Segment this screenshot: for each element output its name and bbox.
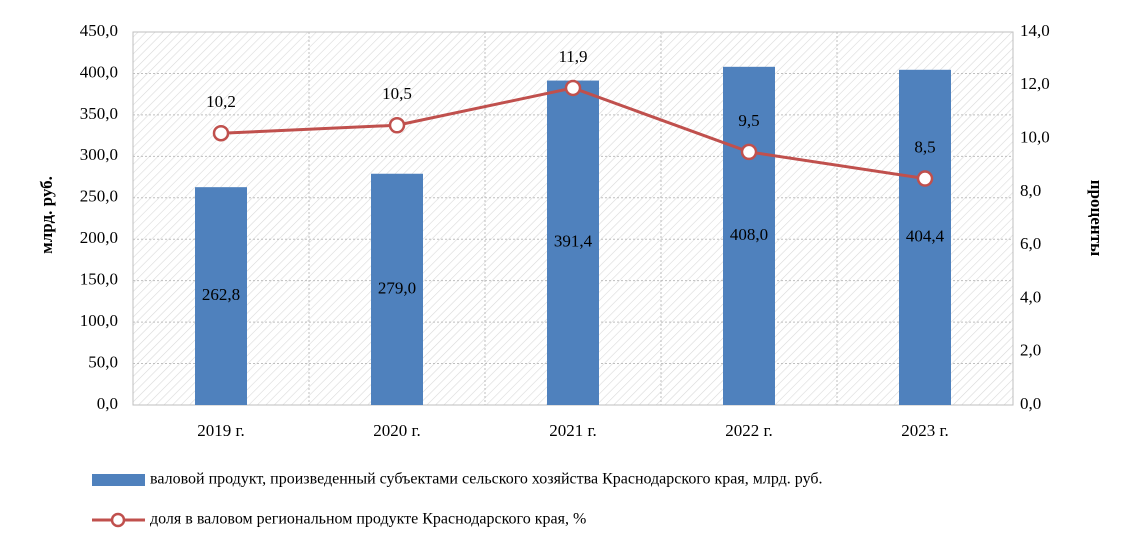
y2-tick-label: 2,0 (1020, 341, 1041, 360)
bar (899, 69, 951, 405)
bar-value-label: 262,8 (202, 285, 240, 304)
line-marker (740, 143, 758, 161)
y-tick-label: 250,0 (80, 187, 118, 206)
x-tick-label: 2021 г. (549, 421, 597, 440)
y2-tick-label: 0,0 (1020, 394, 1041, 413)
y-tick-label: 400,0 (80, 62, 118, 81)
legend-label: валовой продукт, произведенный субъектам… (150, 471, 823, 488)
y2-tick-label: 4,0 (1020, 287, 1041, 306)
bar (723, 66, 775, 406)
line-value-label: 9,5 (738, 111, 759, 130)
bar-value-label: 391,4 (554, 232, 593, 251)
y-tick-label: 450,0 (80, 21, 118, 40)
bar (547, 80, 599, 406)
bar (195, 187, 247, 405)
y-tick-label: 50,0 (88, 352, 118, 371)
y2-tick-label: 8,0 (1020, 181, 1041, 200)
bar-value-label: 279,0 (378, 278, 416, 297)
legend-swatch-marker (110, 512, 126, 528)
line-value-label: 10,2 (206, 92, 236, 111)
y2-tick-label: 14,0 (1020, 21, 1050, 40)
y2-tick-label: 6,0 (1020, 234, 1041, 253)
legend-label: доля в валовом региональном продукте Кра… (150, 511, 586, 528)
x-tick-label: 2022 г. (725, 421, 773, 440)
bar-value-label: 408,0 (730, 225, 768, 244)
legend-swatch (92, 474, 145, 486)
bar (371, 173, 423, 405)
y2-axis-title: проценты (1087, 180, 1106, 257)
bar-value-label: 404,4 (906, 226, 945, 245)
line-marker (564, 79, 582, 97)
line-marker (388, 117, 406, 134)
y-tick-label: 0,0 (97, 394, 118, 413)
y2-tick-label: 10,0 (1020, 127, 1050, 146)
y-tick-label: 200,0 (80, 228, 118, 247)
x-tick-label: 2023 г. (901, 421, 949, 440)
line-marker (212, 124, 230, 142)
y-axis-title: млрд. руб. (37, 176, 56, 254)
x-tick-label: 2020 г. (373, 421, 421, 440)
line-value-label: 10,5 (382, 84, 412, 103)
x-tick-label: 2019 г. (197, 421, 245, 440)
line-marker (916, 170, 934, 187)
y-tick-label: 150,0 (80, 270, 118, 289)
line-value-label: 8,5 (914, 137, 935, 156)
line-value-label: 11,9 (558, 47, 587, 66)
y2-tick-label: 12,0 (1020, 74, 1050, 93)
y-tick-label: 300,0 (80, 145, 118, 164)
y-tick-label: 100,0 (80, 311, 118, 330)
y-tick-label: 350,0 (80, 104, 118, 123)
